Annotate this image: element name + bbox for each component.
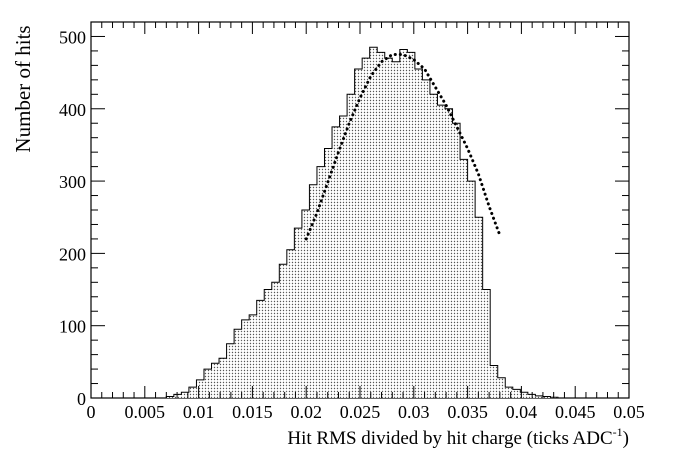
histogram-bin bbox=[437, 105, 446, 399]
histogram-bin bbox=[226, 343, 235, 398]
histogram-bin bbox=[535, 395, 543, 398]
y-tick-label: 100 bbox=[59, 317, 86, 337]
histogram-bin bbox=[482, 289, 491, 398]
histogram-bin bbox=[527, 394, 536, 398]
y-tick-label: 400 bbox=[59, 100, 86, 120]
x-tick-label: 0.035 bbox=[447, 402, 488, 422]
x-tick-label: 0 bbox=[87, 402, 96, 422]
histogram-bin bbox=[490, 365, 498, 398]
histogram-bin bbox=[324, 148, 333, 398]
histogram-bin bbox=[475, 217, 483, 398]
x-tick-label: 0.04 bbox=[506, 402, 538, 422]
histogram-bin bbox=[460, 159, 468, 398]
histogram-bin bbox=[203, 369, 212, 398]
histogram-bin bbox=[181, 392, 189, 398]
histogram-bin bbox=[279, 264, 287, 398]
histogram-bin bbox=[264, 289, 272, 398]
histogram-bin bbox=[377, 52, 385, 398]
x-tick-label: 0.015 bbox=[232, 402, 273, 422]
histogram-bin bbox=[249, 314, 257, 398]
y-axis-label: Number of hits bbox=[11, 25, 35, 152]
x-tick-label: 0.01 bbox=[183, 402, 215, 422]
x-tick-label: 0.025 bbox=[340, 402, 381, 422]
x-axis-label: Hit RMS divided by hit charge (ticks ADC… bbox=[287, 425, 629, 449]
histogram-bin bbox=[332, 126, 340, 398]
histogram-bin bbox=[354, 69, 363, 398]
histogram-bin bbox=[429, 94, 438, 399]
histogram-bin bbox=[211, 363, 220, 398]
histogram-bin bbox=[512, 389, 521, 398]
histogram-bin bbox=[422, 79, 430, 398]
histogram-bin bbox=[445, 108, 453, 399]
histogram-bin bbox=[256, 300, 265, 398]
histogram-bin bbox=[497, 377, 506, 398]
histogram-bin bbox=[166, 396, 174, 398]
y-tick-label: 0 bbox=[77, 389, 86, 409]
histogram-bin bbox=[316, 166, 325, 398]
x-tick-label: 0.005 bbox=[125, 402, 166, 422]
histogram-outline bbox=[165, 46, 559, 398]
histogram-bin bbox=[467, 181, 476, 398]
x-tick-label: 0.05 bbox=[613, 402, 645, 422]
histogram-bin bbox=[392, 61, 400, 399]
histogram-bin bbox=[339, 116, 348, 398]
y-tick-label: 300 bbox=[59, 172, 86, 192]
histogram-bin bbox=[241, 319, 250, 398]
x-axis-label-close: ) bbox=[623, 428, 629, 449]
histogram-bin bbox=[384, 58, 393, 399]
histogram-bin bbox=[271, 282, 280, 398]
histogram-bin bbox=[505, 387, 513, 398]
histogram-bin bbox=[399, 49, 408, 398]
histogram-bin bbox=[407, 52, 415, 398]
histogram-bin bbox=[414, 69, 423, 398]
histogram-bin bbox=[520, 392, 528, 398]
histogram-bin bbox=[234, 329, 242, 398]
histogram-bin bbox=[196, 379, 204, 398]
y-tick-label: 200 bbox=[59, 244, 86, 264]
histogram-bin bbox=[542, 396, 551, 398]
histogram-bin bbox=[219, 358, 227, 398]
y-tick-label: 500 bbox=[59, 27, 86, 47]
x-axis-label-main: Hit RMS divided by hit charge (ticks ADC bbox=[287, 428, 612, 449]
histogram-bin bbox=[173, 394, 182, 398]
x-tick-label: 0.045 bbox=[555, 402, 596, 422]
histogram-bin bbox=[188, 387, 197, 398]
x-tick-label: 0.02 bbox=[290, 402, 322, 422]
histogram-bin bbox=[347, 94, 355, 399]
histogram-bin bbox=[452, 123, 461, 398]
fit-curve bbox=[304, 53, 502, 241]
histogram-bin bbox=[369, 47, 378, 399]
histogram-bin bbox=[301, 210, 310, 398]
x-tick-label: 0.03 bbox=[398, 402, 430, 422]
x-axis-label-superscript: -1 bbox=[613, 425, 623, 439]
histogram-bin bbox=[309, 184, 317, 398]
histogram-bin bbox=[294, 228, 302, 398]
histogram-bin bbox=[286, 249, 295, 398]
histogram-bin bbox=[362, 58, 370, 399]
